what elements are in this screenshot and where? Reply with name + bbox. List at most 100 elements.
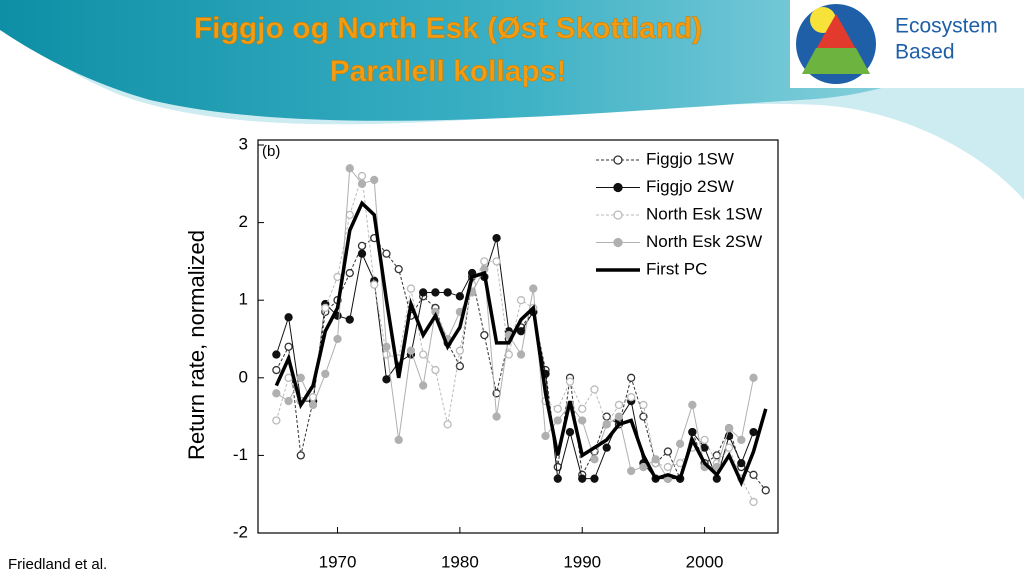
data-point [541, 431, 550, 441]
data-point [394, 265, 403, 274]
data-point [382, 249, 391, 258]
x-tick-label: 1980 [441, 552, 479, 571]
data-point [724, 424, 734, 433]
data-point [663, 462, 673, 472]
data-point [443, 420, 452, 429]
data-point [565, 377, 575, 386]
data-point [675, 439, 685, 448]
data-point [419, 288, 428, 297]
x-tick-label: 1990 [563, 552, 601, 571]
data-point [272, 416, 281, 425]
data-point [357, 241, 367, 251]
data-point [321, 303, 330, 313]
data-point [480, 257, 489, 266]
logo-text: Based [895, 41, 955, 64]
credit: Friedland et al. [8, 556, 107, 573]
data-point [284, 313, 293, 322]
data-point [602, 420, 611, 429]
data-point [578, 404, 587, 413]
data-point [443, 288, 452, 297]
slide-title: Parallell kollaps! [330, 55, 567, 88]
legend-label: Figgjo 1SW [646, 149, 734, 168]
data-point [761, 486, 770, 495]
data-point [749, 373, 758, 382]
data-point [688, 400, 697, 410]
data-point [614, 412, 624, 421]
data-point [345, 210, 354, 219]
data-point [529, 284, 538, 293]
data-point [480, 330, 489, 340]
data-point [663, 447, 673, 456]
data-point [627, 393, 636, 402]
data-point [296, 373, 305, 382]
plot-frame [257, 139, 779, 534]
data-point [382, 375, 391, 384]
data-point [357, 179, 367, 188]
data-point [333, 334, 342, 344]
banner [0, 0, 1000, 121]
data-point [406, 346, 416, 355]
legend-label: Figgjo 2SW [646, 177, 734, 196]
data-point [553, 404, 562, 413]
legend-label: North Esk 1SW [646, 204, 762, 223]
data-point [737, 459, 746, 468]
data-point [724, 443, 734, 452]
data-point [639, 462, 648, 472]
series-line [275, 175, 754, 503]
data-point [284, 396, 293, 406]
legend-marker [613, 155, 623, 165]
data-point [419, 350, 428, 359]
data-point [345, 164, 354, 173]
legend-marker [613, 182, 623, 193]
y-tick-label: 3 [239, 134, 248, 153]
data-point [455, 362, 465, 371]
data-point [492, 233, 501, 243]
x-tick-label: 2000 [686, 552, 724, 571]
legend-label: North Esk 2SW [646, 232, 762, 251]
logo-text: Ecosystem [895, 15, 998, 38]
data-point [553, 474, 562, 483]
data-point [516, 350, 526, 359]
data-point [345, 315, 354, 324]
data-point [370, 175, 379, 185]
x-tick-label: 1970 [319, 552, 357, 571]
data-point [578, 474, 587, 483]
data-point [627, 373, 636, 382]
data-point [284, 342, 293, 351]
data-point [382, 342, 391, 351]
series-line [274, 200, 768, 488]
data-point [651, 455, 660, 464]
y-tick-label: 2 [239, 212, 248, 231]
panel-label: (b) [262, 143, 280, 160]
data-point [516, 327, 526, 336]
y-tick-label: 1 [239, 290, 248, 309]
data-point [590, 455, 599, 464]
data-point [455, 292, 465, 301]
data-point [627, 466, 636, 476]
data-point [688, 427, 697, 437]
data-point [455, 346, 465, 355]
data-point [602, 443, 611, 452]
data-point [614, 400, 624, 410]
y-tick-label: -1 [233, 445, 248, 464]
y-axis-label: Return rate, normalized [184, 230, 209, 460]
data-point [321, 369, 330, 379]
data-point [357, 171, 367, 181]
series-line [276, 166, 755, 480]
data-point [431, 365, 440, 375]
data-point [492, 257, 501, 266]
data-point [308, 400, 318, 410]
data-point [296, 451, 305, 460]
y-tick-label: -2 [233, 522, 248, 541]
data-point [565, 427, 575, 437]
data-point [419, 381, 428, 390]
data-point [345, 268, 354, 278]
data-point [492, 412, 501, 421]
data-point [578, 416, 587, 425]
data-point [700, 435, 709, 445]
legend-label: First PC [646, 259, 707, 278]
data-point [749, 497, 758, 507]
data-point [737, 435, 746, 445]
data-point [284, 373, 293, 382]
